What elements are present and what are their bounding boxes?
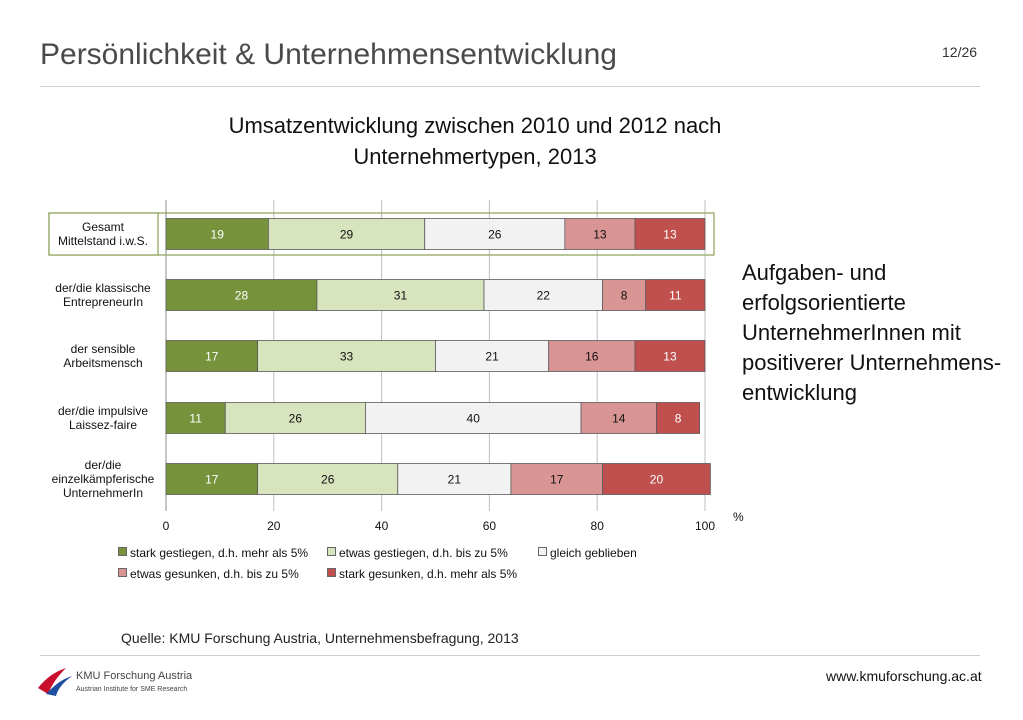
bar-segment bbox=[656, 402, 701, 434]
category-label: einzelkämpferische bbox=[52, 472, 155, 486]
x-tick-label: 20 bbox=[267, 519, 281, 533]
logo-subtitle: Austrian Institute for SME Research bbox=[76, 686, 187, 693]
data-label: 8 bbox=[621, 289, 628, 303]
page-title: Persönlichkeit & Unternehmensentwicklung bbox=[40, 38, 617, 71]
x-axis-unit-label: % bbox=[733, 510, 744, 524]
data-label: 13 bbox=[593, 228, 607, 242]
data-label: 17 bbox=[205, 350, 219, 364]
source-note: Quelle: KMU Forschung Austria, Unternehm… bbox=[121, 630, 519, 646]
logo-red-stroke bbox=[38, 668, 66, 694]
data-label: 16 bbox=[585, 350, 599, 364]
website-url[interactable]: www.kmuforschung.ac.at bbox=[826, 668, 982, 684]
x-tick-label: 80 bbox=[591, 519, 605, 533]
legend-label: gleich geblieben bbox=[550, 546, 637, 560]
bar-segment bbox=[510, 463, 603, 495]
data-label: 22 bbox=[537, 289, 551, 303]
legend-label: etwas gesunken, d.h. bis zu 5% bbox=[130, 567, 299, 581]
data-label: 26 bbox=[321, 473, 335, 487]
bar-segment bbox=[397, 463, 512, 495]
bar-segment bbox=[257, 340, 436, 372]
x-tick-label: 0 bbox=[163, 519, 170, 533]
data-label: 31 bbox=[394, 289, 408, 303]
data-label: 26 bbox=[289, 412, 303, 426]
bar-segment bbox=[634, 340, 706, 372]
category-label: EntrepreneurIn bbox=[63, 295, 143, 309]
highlight-label-box bbox=[48, 212, 159, 256]
bar-segment bbox=[257, 463, 399, 495]
bar-segment bbox=[165, 402, 226, 434]
category-label: der/die klassische bbox=[55, 281, 151, 295]
bar-segment bbox=[165, 340, 259, 372]
category-label: UnternehmerIn bbox=[63, 486, 143, 500]
data-label: 40 bbox=[467, 412, 481, 426]
category-label: Arbeitsmensch bbox=[63, 356, 142, 370]
logo-mark-icon: KMU Forschung Austria Austrian Institute… bbox=[38, 668, 193, 696]
data-label: 26 bbox=[488, 228, 502, 242]
category-label: der sensible bbox=[71, 342, 136, 356]
category-label: der/die impulsive bbox=[58, 404, 148, 418]
data-label: 14 bbox=[612, 412, 626, 426]
chart-title: Umsatzentwicklung zwischen 2010 und 2012… bbox=[228, 113, 722, 169]
legend-item-etwas-gesunken: etwas gesunken, d.h. bis zu 5% bbox=[118, 567, 299, 581]
legend-label: etwas gestiegen, d.h. bis zu 5% bbox=[339, 546, 508, 560]
bar-segment bbox=[602, 463, 711, 495]
legend-label: stark gestiegen, d.h. mehr als 5% bbox=[130, 546, 309, 560]
data-label: 29 bbox=[340, 228, 354, 242]
legend-swatch-stark-gesunken bbox=[327, 568, 336, 577]
data-label: 19 bbox=[211, 228, 225, 242]
x-tick-label: 60 bbox=[483, 519, 497, 533]
bar-segment bbox=[483, 279, 603, 311]
bar-segment bbox=[645, 279, 706, 311]
footer-divider bbox=[40, 655, 980, 656]
x-tick-label: 100 bbox=[695, 519, 715, 533]
data-label: 11 bbox=[189, 412, 202, 426]
category-label: Laissez-faire bbox=[69, 418, 137, 432]
bar-segment bbox=[564, 218, 636, 250]
data-label: 28 bbox=[235, 289, 249, 303]
annotation-text: Aufgaben- und erfolgsorientierte Unterne… bbox=[742, 260, 1002, 405]
bar-segment bbox=[165, 218, 269, 250]
page-number: 12/26 bbox=[942, 44, 978, 60]
bar-segment bbox=[268, 218, 426, 250]
data-label: 8 bbox=[675, 412, 682, 426]
legend-swatch-etwas-gesunken bbox=[118, 568, 127, 577]
legend-swatch-etwas-gestiegen bbox=[327, 547, 336, 556]
category-label: Gesamt bbox=[82, 220, 125, 234]
x-tick-label: 40 bbox=[375, 519, 389, 533]
legend-item-stark-gesunken: stark gesunken, d.h. mehr als 5% bbox=[327, 567, 517, 581]
logo-blue-stroke bbox=[46, 676, 72, 696]
data-label: 11 bbox=[669, 289, 682, 303]
bar-segment bbox=[365, 402, 582, 434]
category-label: der/die bbox=[85, 458, 122, 472]
bar-segment bbox=[316, 279, 485, 311]
data-label: 21 bbox=[448, 473, 462, 487]
category-label: Mittelstand i.w.S. bbox=[58, 234, 148, 248]
bar-segment bbox=[580, 402, 657, 434]
data-label: 17 bbox=[550, 473, 564, 487]
legend-label: stark gesunken, d.h. mehr als 5% bbox=[339, 567, 518, 581]
legend-item-etwas-gestiegen: etwas gestiegen, d.h. bis zu 5% bbox=[327, 546, 508, 560]
bar-segment bbox=[165, 279, 318, 311]
data-label: 21 bbox=[485, 350, 499, 364]
logo-name: KMU Forschung Austria bbox=[76, 670, 193, 682]
kmu-forschung-austria-logo: KMU Forschung Austria Austrian Institute… bbox=[36, 664, 206, 703]
data-label: 33 bbox=[340, 350, 354, 364]
legend-item-stark-gestiegen: stark gestiegen, d.h. mehr als 5% bbox=[118, 546, 308, 560]
header-divider bbox=[40, 86, 980, 87]
legend-swatch-gleich-geblieben bbox=[538, 547, 547, 556]
data-label: 13 bbox=[663, 350, 677, 364]
data-label: 20 bbox=[650, 473, 664, 487]
bar-segment bbox=[634, 218, 706, 250]
data-label: 13 bbox=[663, 228, 677, 242]
bar-segment bbox=[424, 218, 566, 250]
legend-item-gleich-geblieben: gleich geblieben bbox=[538, 546, 637, 560]
bar-segment bbox=[165, 463, 259, 495]
data-label: 17 bbox=[205, 473, 219, 487]
legend-swatch-stark-gestiegen bbox=[118, 547, 127, 556]
